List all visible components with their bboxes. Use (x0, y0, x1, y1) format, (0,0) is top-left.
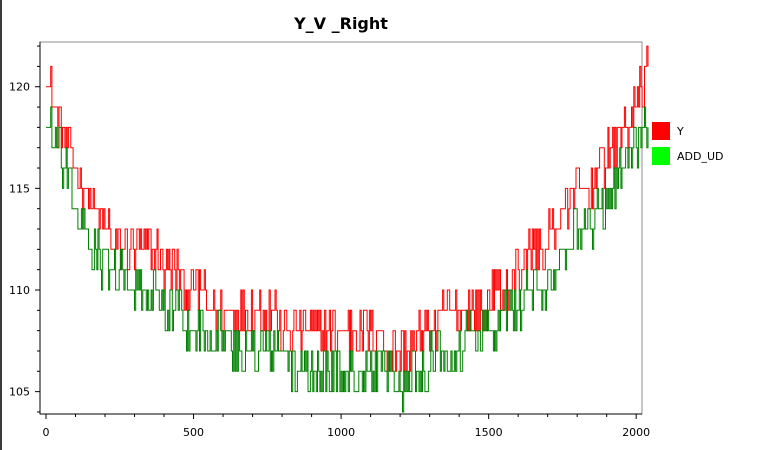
x-tick-label: 0 (43, 426, 50, 439)
legend-swatch (652, 122, 670, 140)
series-line-y (46, 45, 649, 372)
legend-swatch (652, 147, 670, 165)
y-tick-label: 110 (9, 284, 30, 297)
x-tick-label: 2000 (622, 426, 650, 439)
x-tick-label: 500 (183, 426, 204, 439)
y-tick-label: 115 (9, 182, 30, 195)
legend-label: ADD_UD (677, 150, 724, 163)
chart-title: Y_V _Right (293, 14, 388, 33)
x-tick-label: 1500 (475, 426, 503, 439)
plot-area (39, 41, 643, 415)
legend-label: Y (676, 125, 684, 138)
y-tick-label: 105 (9, 386, 30, 399)
window-left-edge (0, 0, 2, 450)
series-line-add-ud (46, 106, 649, 413)
y-tick-label: 120 (9, 81, 30, 94)
x-tick-label: 1000 (327, 426, 355, 439)
